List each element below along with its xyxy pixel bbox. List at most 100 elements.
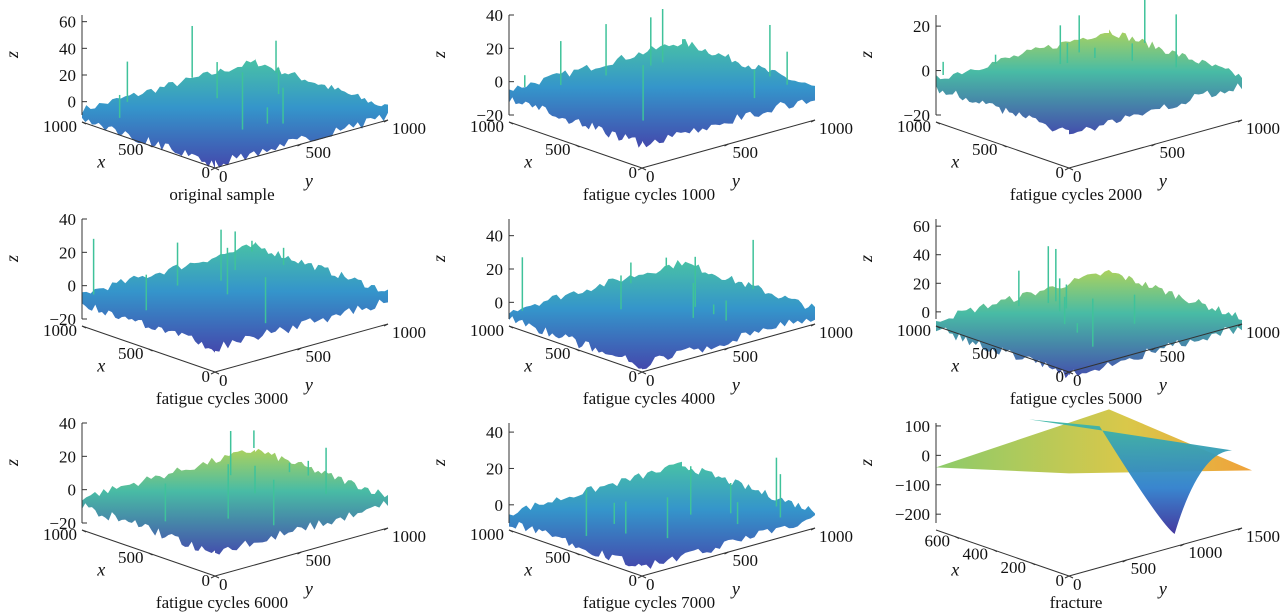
z-tick-label: 20 [913, 274, 930, 293]
z-tick-label: −20 [903, 106, 930, 125]
x-axis-label: x [96, 560, 105, 580]
y-tick [724, 347, 729, 351]
z-tick-label: 0 [495, 73, 504, 92]
y-tick-label: 1000 [1246, 119, 1280, 138]
x-tick-label: 500 [118, 140, 144, 159]
x-axis-label: x [523, 560, 532, 580]
x-tick [81, 121, 87, 125]
z-tick-label: 60 [59, 13, 76, 32]
y-tick [1064, 167, 1070, 171]
y-tick-label: 500 [733, 551, 759, 570]
x-tick [641, 371, 647, 375]
surface [82, 241, 388, 353]
y-axis-label: y [730, 374, 740, 394]
y-tick [637, 575, 643, 579]
x-tick [992, 549, 998, 553]
y-tick-label: 1000 [819, 323, 853, 342]
x-axis-label: x [950, 356, 959, 376]
y-axis-label: y [730, 170, 740, 190]
z-tick-label: −20 [476, 106, 503, 125]
x-tick [1068, 575, 1074, 579]
z-tick-label: −100 [895, 476, 930, 495]
x-tick [575, 552, 580, 556]
x-tick-label: 500 [972, 344, 998, 363]
y-tick-label: 0 [1073, 575, 1082, 594]
y-tick-label: 500 [1131, 559, 1157, 578]
y-tick-label: 500 [1160, 143, 1186, 162]
surface-dip [1029, 419, 1232, 534]
x-tick-label: 0 [629, 163, 638, 182]
x-tick-label: 1000 [43, 321, 77, 340]
y-tick-label: 500 [733, 143, 759, 162]
x-tick-label: 500 [118, 548, 144, 567]
x-tick-label: 0 [202, 367, 211, 386]
y-tick-label: 0 [219, 575, 228, 594]
y-tick [297, 347, 302, 351]
panel-caption: fatigue cycles 3000 [156, 389, 288, 408]
y-tick [1122, 559, 1127, 563]
y-tick [1237, 119, 1243, 123]
z-tick-label: −20 [49, 310, 76, 329]
y-tick-label: 0 [646, 167, 655, 186]
y-tick [810, 323, 816, 327]
y-tick-label: 0 [219, 371, 228, 390]
x-tick [1002, 144, 1007, 148]
z-tick-label: 20 [486, 39, 503, 58]
z-axis-label: z [856, 51, 876, 59]
y-axis-label: y [303, 170, 313, 190]
y-tick [210, 167, 216, 171]
z-tick-label: 40 [486, 227, 503, 246]
y-tick-label: 0 [1073, 167, 1082, 186]
z-tick-label: 20 [59, 243, 76, 262]
surface [509, 39, 815, 148]
z-tick-label: 40 [59, 210, 76, 229]
x-tick-label: 1000 [43, 525, 77, 544]
x-tick [1068, 371, 1074, 375]
y-tick [383, 119, 389, 123]
panel-caption: original sample [169, 185, 274, 204]
x-tick [935, 325, 941, 329]
x-tick [1030, 562, 1036, 566]
y-axis [1068, 527, 1243, 577]
x-tick [954, 536, 960, 540]
x-tick [1002, 348, 1007, 352]
z-tick-label: 20 [59, 447, 76, 466]
y-tick [1064, 575, 1070, 579]
y-tick [210, 371, 216, 375]
x-tick-label: 0 [1056, 163, 1065, 182]
z-tick-label: 40 [486, 6, 503, 25]
x-tick-label: 0 [1056, 571, 1065, 590]
x-tick [148, 552, 153, 556]
surface [509, 461, 815, 569]
y-tick [297, 143, 302, 147]
z-axis-label: z [2, 459, 22, 467]
z-tick-label: 0 [68, 277, 77, 296]
x-tick-label: 400 [963, 545, 989, 564]
z-tick-label: 0 [922, 62, 931, 81]
panel-caption: fatigue cycles 6000 [156, 593, 288, 612]
surface [82, 448, 388, 555]
x-tick-label: 1000 [470, 525, 504, 544]
x-tick-label: 500 [545, 344, 571, 363]
y-tick [724, 143, 729, 147]
y-tick [810, 527, 816, 531]
y-tick-label: 1000 [392, 119, 426, 138]
z-tick-label: 40 [59, 39, 76, 58]
y-axis-label: y [303, 374, 313, 394]
panel: 0 200 400 600 0 500 1000 1500 −200 −100 0 100 x y z fra… [856, 409, 1280, 612]
z-axis-label: z [429, 459, 449, 467]
y-tick-label: 500 [306, 143, 332, 162]
z-tick-label: 0 [495, 496, 504, 515]
z-tick-label: 20 [486, 459, 503, 478]
z-tick-label: 0 [68, 481, 77, 500]
y-tick-label: 1000 [1246, 323, 1280, 342]
x-tick [508, 121, 514, 125]
x-tick [575, 144, 580, 148]
z-axis-label: z [429, 255, 449, 263]
y-tick [637, 167, 643, 171]
z-tick-label: 100 [905, 417, 931, 436]
x-tick-label: 500 [118, 344, 144, 363]
x-tick-label: 1000 [897, 117, 931, 136]
